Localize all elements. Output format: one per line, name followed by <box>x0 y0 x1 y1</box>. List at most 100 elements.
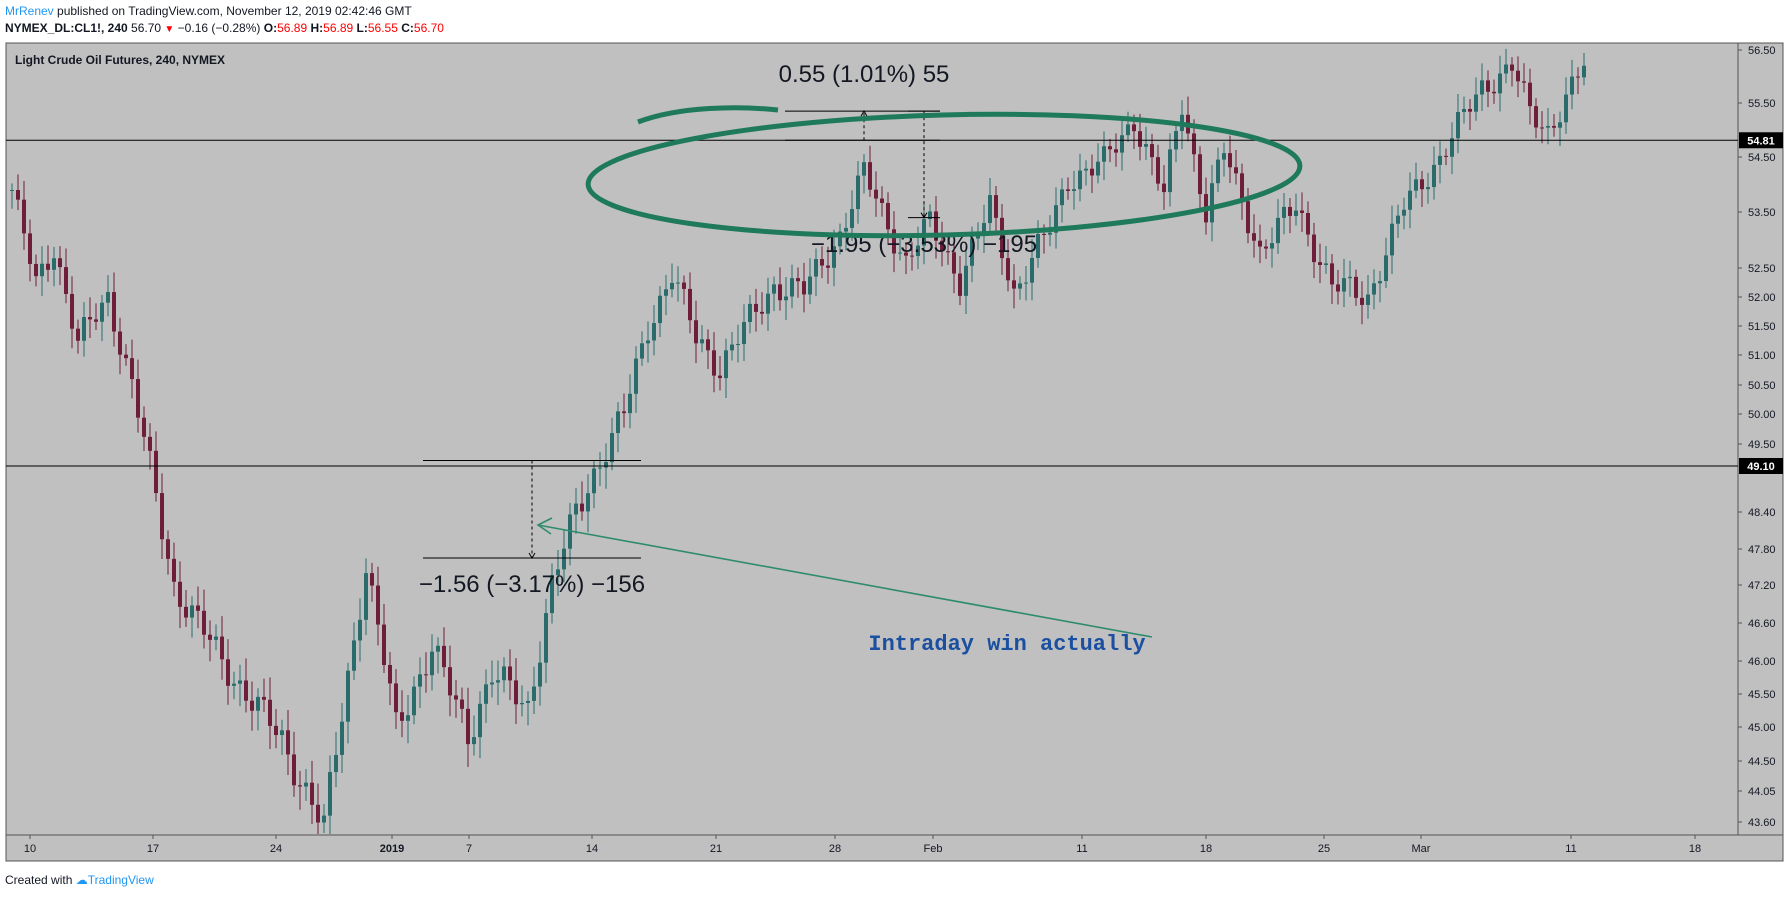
candle-body <box>238 680 242 684</box>
candle-body <box>910 255 914 257</box>
candle-body <box>1330 263 1334 285</box>
price-tick-label: 46.60 <box>1748 618 1776 630</box>
price-tick-label: 48.40 <box>1748 507 1776 519</box>
candle-body <box>460 699 464 709</box>
candle-body <box>1228 153 1232 168</box>
candle-body <box>1426 187 1430 190</box>
candle-body <box>256 696 260 711</box>
candle-body <box>220 636 224 660</box>
candle-body <box>70 293 74 329</box>
publish-line: MrRenev published on TradingView.com, No… <box>5 4 412 18</box>
candle-body <box>370 573 374 586</box>
price-line-badge <box>1739 458 1783 474</box>
price-axis[interactable] <box>1737 42 1784 836</box>
candle-body <box>502 666 506 681</box>
candle-body <box>892 229 896 254</box>
candle-body <box>388 664 392 684</box>
candle-body <box>1480 80 1484 95</box>
candle-body <box>514 680 518 705</box>
time-tick-label: 18 <box>1689 843 1701 855</box>
price-tick-label: 50.50 <box>1748 380 1776 392</box>
candle-body <box>832 246 836 268</box>
time-ticks: 10 17 24 2019 7 14 21 28 Feb 11 18 25 Mar 11 18 <box>24 835 1701 855</box>
candle-body <box>946 251 950 253</box>
low-value: 56.55 <box>367 21 398 35</box>
annotation-text: Intraday win actually <box>868 632 1145 657</box>
tradingview-logo-icon[interactable]: ☁ <box>75 873 88 887</box>
candle-body <box>178 581 182 607</box>
candle-body <box>1276 217 1280 244</box>
candle-body <box>340 721 344 755</box>
footer: Created with ☁TradingView <box>5 873 154 887</box>
candle-body <box>778 284 782 301</box>
open-value: 56.89 <box>277 21 308 35</box>
candle-body <box>1000 217 1004 259</box>
candle-body <box>544 613 548 663</box>
candle-body <box>226 659 230 686</box>
candle-body <box>1432 164 1436 188</box>
candle-body <box>754 303 758 312</box>
candle-body <box>148 436 152 451</box>
candle-body <box>1198 154 1202 195</box>
price-tick-label: 52.00 <box>1748 292 1776 304</box>
candle-body <box>172 558 176 582</box>
tradingview-brand[interactable]: TradingView <box>87 873 154 887</box>
candle-body <box>562 548 566 570</box>
candle-body <box>190 605 194 618</box>
time-tick-label: 10 <box>24 843 36 855</box>
candle-body <box>682 282 686 289</box>
measure-label: 0.55 (1.01%) 55 <box>779 61 950 88</box>
candle-body <box>1414 179 1418 191</box>
candle-body <box>1540 127 1544 129</box>
candle-body <box>52 258 56 270</box>
candle-body <box>856 175 860 210</box>
candle-body <box>40 263 44 277</box>
measure-arrow-icon <box>920 212 928 219</box>
candle-body <box>436 645 440 652</box>
candle-body <box>1552 125 1556 128</box>
high-label: H: <box>310 21 324 35</box>
candle-body <box>700 339 704 344</box>
author-link[interactable]: MrRenev <box>5 4 54 18</box>
candle-body <box>478 703 482 738</box>
candle-body <box>1300 210 1304 213</box>
candle-body <box>1384 255 1388 282</box>
candle-body <box>430 651 434 676</box>
candle-body <box>646 340 650 344</box>
candle-body <box>1192 133 1196 155</box>
candle-body <box>862 162 866 176</box>
candle-body <box>574 503 578 515</box>
candle-body <box>508 666 512 681</box>
price-tick-label: 54.50 <box>1748 152 1776 164</box>
price-line-label: 49.10 <box>1747 461 1775 473</box>
plot-area[interactable] <box>5 42 1739 836</box>
candle-body <box>1132 124 1136 132</box>
candle-body <box>994 195 998 218</box>
published-text: published on TradingView.com, November 1… <box>57 4 412 18</box>
measure-arrow-icon <box>860 110 868 117</box>
candle-body <box>244 680 248 701</box>
candle-body <box>1150 144 1154 158</box>
time-axis[interactable] <box>5 834 1784 862</box>
time-tick-label: 18 <box>1200 843 1212 855</box>
candle-body <box>1462 108 1466 112</box>
symbol-label: NYMEX_DL:CL1!, 240 <box>5 21 128 35</box>
candle-body <box>1408 190 1412 210</box>
candle-body <box>448 667 452 696</box>
ohlc-line: NYMEX_DL:CL1!, 240 56.70 ▼ −0.16 (−0.28%… <box>5 21 444 35</box>
price-lines: 54.81 49.10 <box>6 132 1783 474</box>
candle-body <box>1546 125 1550 128</box>
candle-body <box>796 278 800 282</box>
time-tick-label: 2019 <box>380 843 404 855</box>
candle-body <box>1312 234 1316 263</box>
candle-body <box>694 320 698 344</box>
candle-body <box>28 233 32 264</box>
candle-body <box>334 754 338 773</box>
candles-group <box>10 48 1586 834</box>
high-value: 56.89 <box>323 21 354 35</box>
time-tick-label: Feb <box>924 843 943 855</box>
price-tick-label: 44.05 <box>1748 786 1776 798</box>
candle-body <box>1576 76 1580 78</box>
candle-body <box>466 708 470 745</box>
